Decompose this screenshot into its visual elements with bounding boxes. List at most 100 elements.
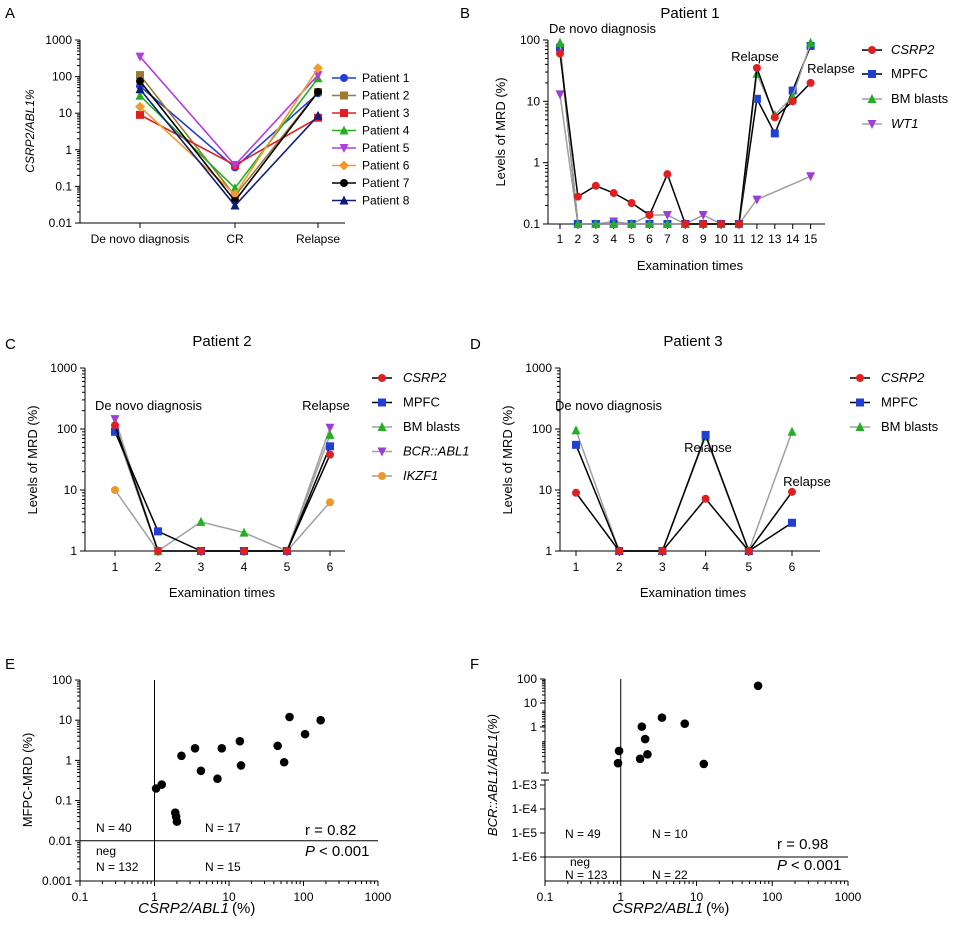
scatter-point	[699, 759, 709, 769]
point-patient-2	[136, 71, 144, 80]
scatter-point	[177, 751, 186, 761]
x-axis-label: Examination times	[637, 258, 744, 273]
point-mpfc	[752, 94, 761, 103]
point-wt1	[555, 90, 565, 100]
point-csrp2	[556, 49, 564, 58]
y-tick-label: 0.001	[42, 874, 72, 888]
legend-marker	[378, 374, 386, 382]
quadrant-label: N = 10	[652, 827, 688, 841]
y-tick-label: 100	[52, 70, 72, 84]
y-tick-label: 10	[539, 483, 553, 497]
annotation: Relapse	[783, 474, 831, 489]
quadrant-label: N = 15	[205, 860, 241, 874]
scatter-point	[635, 754, 645, 764]
point-ikzf1	[326, 498, 334, 507]
point-csrp2	[572, 488, 580, 497]
y-tick-label: 0.01	[49, 216, 73, 230]
y-tick-label: 1000	[45, 33, 72, 47]
point-csrp2	[645, 211, 654, 220]
legend-marker	[340, 91, 348, 100]
legend-marker	[339, 195, 349, 205]
x-tick-label: 5	[745, 560, 752, 574]
x-tick-label: 100	[293, 890, 313, 904]
x-tick-label: 3	[592, 232, 599, 246]
chart-title: Patient 2	[192, 333, 251, 350]
chart-title: Patient 1	[660, 5, 719, 22]
x-tick-label: 1	[573, 560, 580, 574]
x-tick-label: 6	[789, 560, 796, 574]
point-patient-3	[136, 110, 144, 119]
panel-label-D: D	[470, 336, 481, 353]
point-mpfc	[788, 86, 797, 95]
y-axis-label: Levels of MRD (%)	[493, 77, 508, 186]
legend-entry: MPFC	[891, 66, 928, 81]
panel-label-F: F	[470, 656, 479, 673]
series-line-csrp2	[575, 491, 793, 553]
point-csrp2	[699, 220, 708, 228]
point-bcr-abl1	[325, 423, 335, 433]
panel-c: 1 10 100 1000 1 2 3 4 5 6 Patient 2 Examination tim…	[25, 333, 469, 600]
y-tick-label: 0.1	[55, 179, 72, 193]
x-tick-label: CR	[226, 232, 244, 246]
point-bm-blasts	[571, 425, 581, 435]
x-axis-label-main: CSRP2/ABL1	[612, 900, 703, 917]
y-tick-label: 1000	[525, 361, 552, 375]
scatter-point	[640, 734, 650, 744]
point-csrp2	[573, 192, 582, 201]
point-mpfc	[788, 518, 796, 527]
series-line-mpfc	[575, 432, 793, 553]
annotation: Relapse	[731, 49, 779, 64]
point-patient-8	[313, 110, 323, 120]
point-wt1	[752, 195, 762, 205]
x-tick-label: De novo diagnosis	[91, 232, 190, 246]
legend-marker	[867, 94, 877, 103]
legend-marker	[377, 422, 387, 431]
legend-entry: Patient 4	[362, 124, 410, 138]
legend-entry: IKZF1	[403, 468, 438, 483]
point-patient-5	[230, 161, 240, 171]
y-tick-label: 1	[545, 544, 552, 558]
panel-d: 1 10 100 1000 1 2 3 4 5 6 Patient 3 Examination tim…	[500, 333, 939, 600]
x-axis-label-unit: (%)	[706, 900, 729, 917]
x-tick-label: 1	[112, 560, 119, 574]
legend-marker	[340, 109, 348, 117]
scatter-point	[316, 715, 325, 725]
y-tick-label: 100	[57, 422, 77, 436]
point-csrp2	[735, 220, 743, 228]
annotation: Relapse	[684, 440, 732, 455]
point-patient-4	[135, 90, 145, 100]
point-bm-blasts	[555, 37, 565, 47]
series-line-bm-blasts	[114, 428, 331, 553]
x-tick-label: 1	[151, 890, 158, 904]
point-csrp2	[658, 547, 667, 555]
scatter-point	[235, 736, 245, 746]
point-patient-7	[314, 87, 322, 96]
point-csrp2	[111, 421, 119, 430]
stat-r: r = 0.82	[305, 822, 356, 839]
y-tick-label: 0.1	[523, 217, 540, 231]
point-bm-blasts	[573, 219, 583, 228]
legend-entry: Patient 7	[362, 176, 410, 190]
y-tick-label: 100	[532, 422, 552, 436]
x-tick-label: 2	[575, 232, 582, 246]
x-axis-label-unit: (%)	[232, 900, 255, 917]
x-tick-label: 9	[700, 232, 707, 246]
legend-marker	[867, 120, 877, 129]
point-csrp2	[681, 220, 690, 228]
legend-entry: CSRP2	[881, 370, 925, 385]
x-tick-label: 1000	[835, 890, 862, 904]
legend-marker	[340, 179, 348, 187]
y-tick-label: 1-E5	[512, 826, 538, 840]
quadrant-label: N = 49	[565, 827, 601, 841]
annotation: Relapse	[302, 398, 350, 413]
series-line-mpfc	[114, 431, 331, 552]
y-tick-label: 100	[520, 33, 540, 47]
y-tick-label: 1-E6	[512, 850, 538, 864]
x-tick-label: 10	[714, 232, 728, 246]
scatter-point	[613, 758, 623, 768]
annotation: De novo diagnosis	[549, 21, 656, 36]
legend-marker	[378, 472, 386, 480]
series-line-patient-2	[139, 74, 319, 198]
point-csrp2	[615, 547, 624, 555]
